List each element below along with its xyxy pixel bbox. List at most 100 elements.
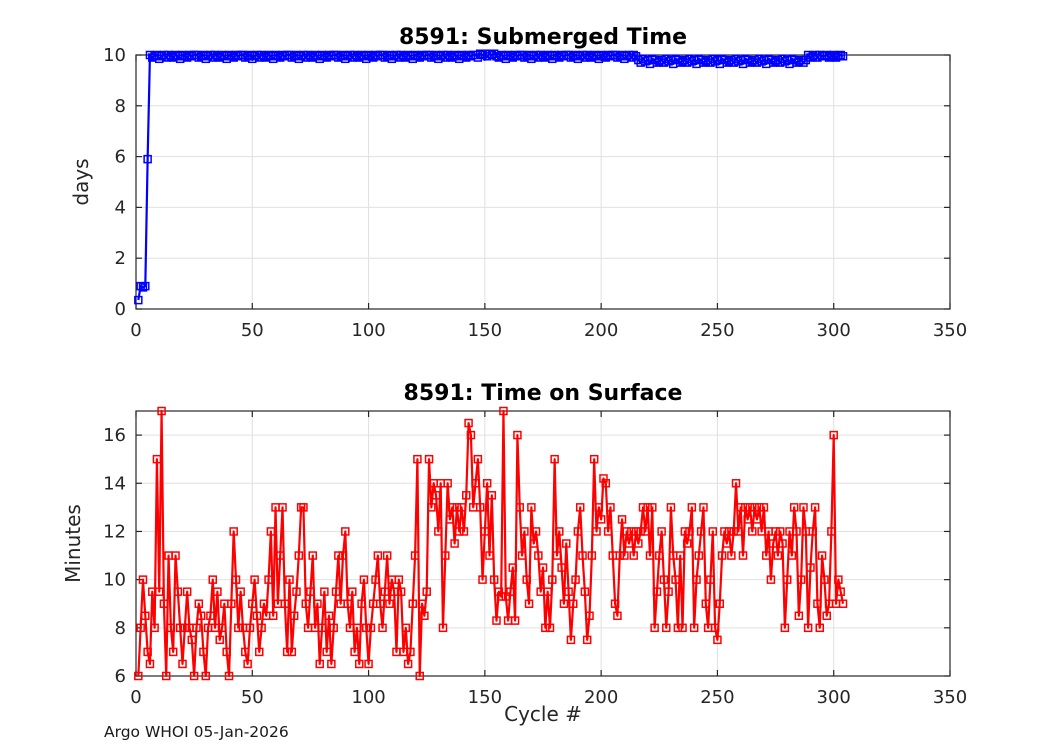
data-point-marker: [834, 575, 843, 584]
data-point-marker: [771, 527, 780, 536]
y-tick-label: 10: [103, 570, 126, 591]
data-point-marker: [678, 623, 687, 633]
data-point-marker: [627, 527, 636, 536]
data-point-marker: [675, 551, 685, 560]
data-point-marker: [134, 671, 143, 681]
data-point-marker: [603, 527, 613, 536]
data-point-marker: [215, 635, 224, 645]
data-point-marker: [794, 611, 804, 621]
y-axis-label: Minutes: [61, 504, 85, 583]
data-point-marker: [259, 599, 269, 608]
data-point-marker: [494, 587, 504, 596]
data-point-marker: [559, 599, 569, 608]
data-point-marker: [180, 623, 190, 633]
data-point-marker: [138, 575, 148, 584]
data-point-marker: [715, 599, 724, 608]
data-point-marker: [434, 527, 443, 536]
data-point-marker: [731, 479, 741, 488]
y-tick-label: 8: [115, 96, 126, 117]
data-point-marker: [592, 527, 601, 536]
data-point-marker: [641, 527, 650, 536]
data-point-marker: [485, 551, 494, 560]
data-point-marker: [285, 575, 294, 584]
data-line: [137, 409, 845, 678]
data-point-marker: [278, 503, 287, 512]
data-point-marker: [838, 599, 848, 608]
data-point-marker: [571, 575, 580, 584]
data-point-marker: [685, 527, 694, 536]
data-point-marker: [329, 623, 338, 633]
data-point-marker: [648, 503, 657, 512]
data-point-marker: [327, 659, 336, 669]
data-point-marker: [427, 503, 436, 512]
data-point-marker: [227, 599, 236, 608]
y-tick-label: 0: [115, 299, 126, 320]
x-tick-label: 100: [351, 687, 385, 708]
data-point-marker: [624, 539, 634, 548]
data-point-marker: [755, 54, 764, 64]
y-tick-label: 16: [103, 425, 126, 446]
data-point-marker: [234, 623, 243, 633]
data-point-marker: [194, 599, 204, 608]
x-tick-label: 150: [468, 320, 502, 341]
data-point-marker: [778, 54, 787, 64]
data-point-marker: [264, 575, 273, 584]
data-point-marker: [650, 623, 659, 633]
data-point-marker: [701, 599, 711, 608]
data-point-marker: [487, 491, 497, 500]
data-point-marker: [252, 611, 262, 621]
data-point-marker: [596, 515, 606, 524]
x-axis-label: Cycle #: [504, 702, 582, 726]
data-point-marker: [173, 587, 183, 596]
data-point-marker: [775, 527, 785, 536]
data-point-marker: [527, 503, 536, 512]
data-point-marker: [524, 599, 534, 608]
data-point-marker: [134, 295, 143, 305]
data-point-marker: [543, 587, 552, 596]
data-point-marker: [622, 527, 631, 536]
data-point-marker: [150, 623, 159, 633]
data-point-marker: [250, 575, 259, 584]
data-point-marker: [506, 587, 515, 596]
data-point-marker: [796, 55, 806, 65]
data-point-marker: [671, 575, 680, 584]
data-point-marker: [685, 54, 694, 64]
data-point-marker: [450, 539, 459, 548]
data-point-marker: [313, 599, 322, 608]
data-point-marker: [268, 611, 278, 621]
data-point-marker: [206, 611, 215, 621]
x-tick-label: 350: [933, 687, 967, 708]
data-point-marker: [659, 575, 669, 584]
data-point-marker: [138, 283, 148, 292]
x-tick-label: 0: [130, 320, 141, 341]
data-point-marker: [808, 527, 818, 536]
data-point-marker: [557, 563, 566, 572]
data-point-marker: [415, 671, 424, 681]
data-point-marker: [682, 539, 692, 548]
data-point-marker: [731, 54, 741, 64]
data-point-marker: [257, 623, 266, 633]
data-point-marker: [778, 539, 787, 548]
data-point-marker: [420, 611, 429, 621]
data-point-marker: [143, 647, 152, 657]
data-point-marker: [599, 474, 608, 483]
data-point-marker: [141, 611, 150, 621]
data-point-marker: [431, 491, 441, 500]
data-point-marker: [413, 454, 422, 464]
data-point-marker: [655, 551, 664, 560]
data-point-marker: [717, 551, 727, 560]
data-point-marker: [408, 599, 418, 608]
data-point-marker: [308, 551, 317, 560]
axes-box: [135, 410, 951, 677]
x-tick-label: 300: [817, 687, 851, 708]
data-point-marker: [520, 527, 529, 536]
data-point-marker: [438, 623, 448, 633]
data-point-marker: [615, 551, 624, 560]
data-point-marker: [552, 551, 562, 560]
data-point-marker: [364, 659, 373, 669]
data-point-marker: [589, 454, 599, 464]
data-point-marker: [838, 52, 848, 61]
data-point-marker: [489, 575, 499, 584]
y-tick-label: 14: [103, 473, 126, 494]
